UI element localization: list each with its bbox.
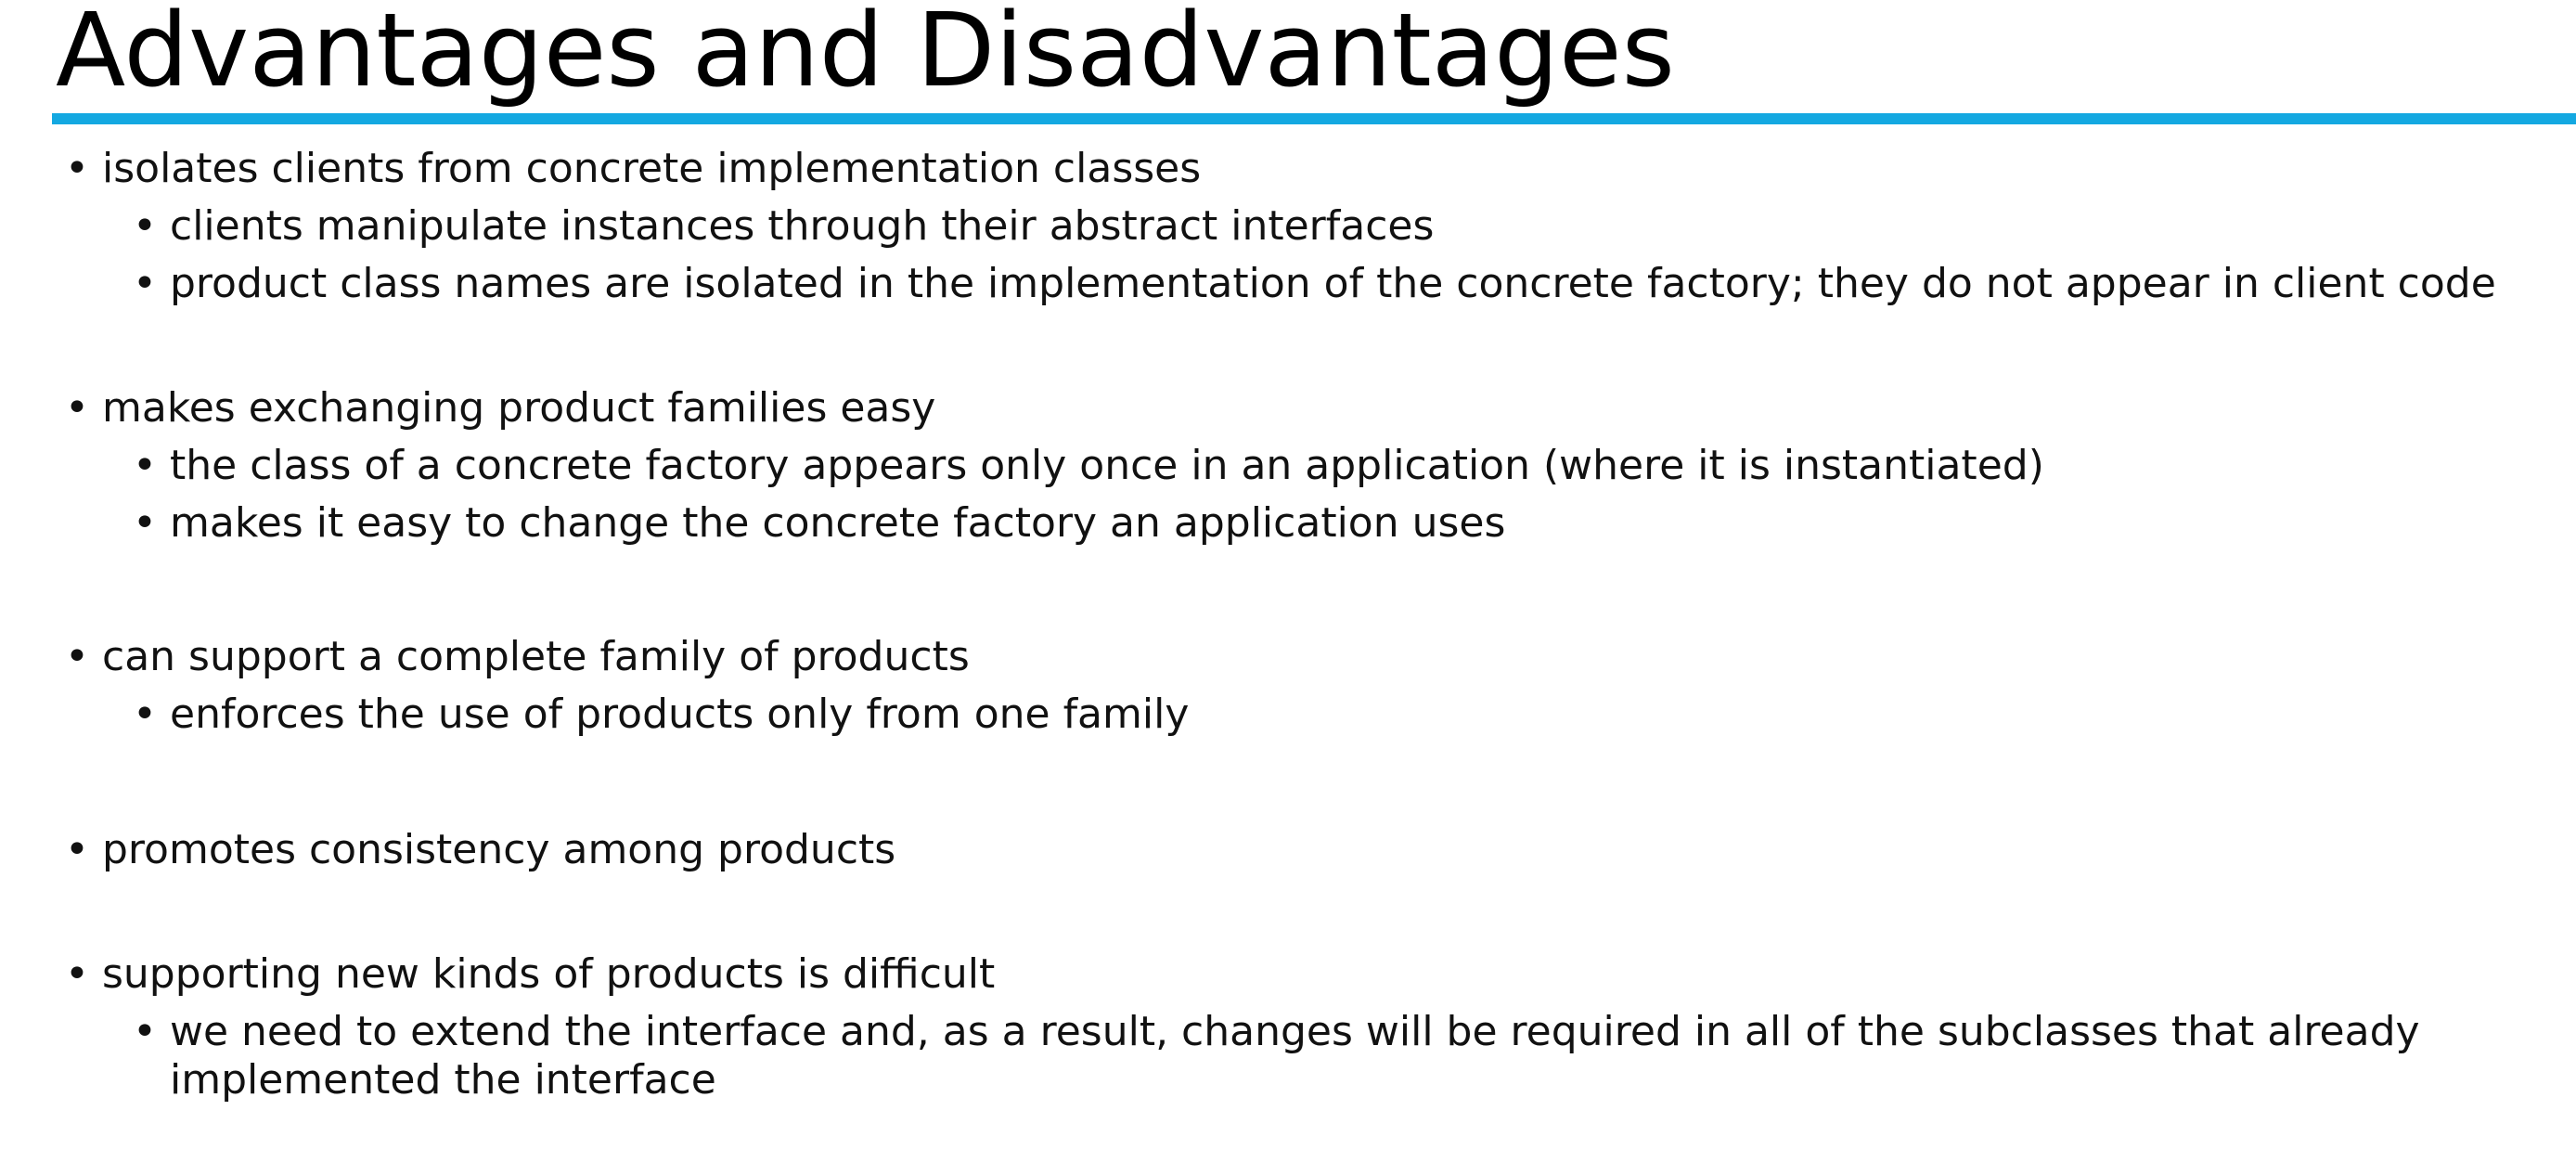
sub-bullet-text: product class names are isolated in the … — [170, 260, 2496, 307]
sub-bullet-text: clients manipulate instances through the… — [170, 202, 1435, 250]
bullet-marker: • — [65, 633, 89, 680]
sub-bullet-text: we need to extend the interface and, as … — [170, 1008, 2420, 1104]
slide-title: Advantages and Disadvantages — [56, 0, 1675, 110]
sub-bullet-text: enforces the use of products only from o… — [170, 691, 1190, 738]
bullet-text: promotes consistency among products — [102, 826, 896, 873]
bullet-marker: • — [133, 442, 157, 489]
bullet-marker: • — [65, 950, 89, 998]
bullet-marker: • — [133, 260, 157, 307]
bullet-text: makes exchanging product families easy — [102, 384, 936, 432]
bullet-marker: • — [133, 202, 157, 250]
bullet-marker: • — [133, 1008, 157, 1055]
bullet-marker: • — [133, 499, 157, 547]
bullet-text: can support a complete family of product… — [102, 633, 970, 680]
bullet-marker: • — [133, 691, 157, 738]
bullet-marker: • — [65, 145, 89, 192]
bullet-marker: • — [65, 384, 89, 432]
sub-bullet-text: makes it easy to change the concrete fac… — [170, 499, 1506, 547]
bullet-text: isolates clients from concrete implement… — [102, 145, 1202, 192]
bullet-marker: • — [65, 826, 89, 873]
title-underline — [52, 113, 2576, 124]
bullet-text: supporting new kinds of products is diff… — [102, 950, 996, 998]
sub-bullet-text: the class of a concrete factory appears … — [170, 442, 2044, 489]
